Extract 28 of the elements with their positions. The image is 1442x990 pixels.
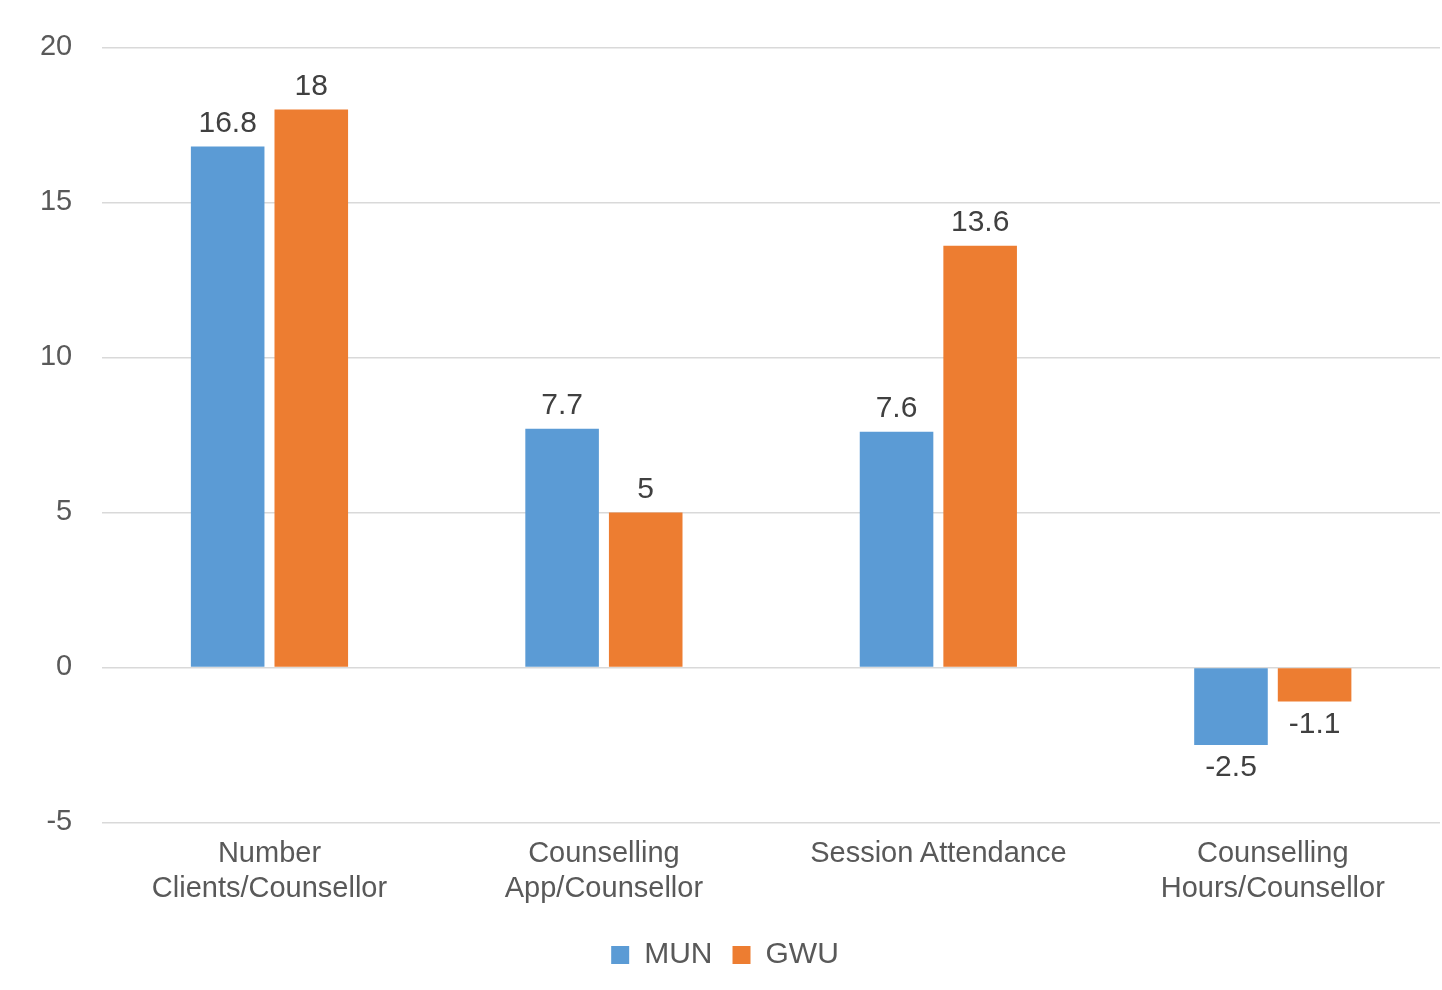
y-tick-label: 15 bbox=[39, 184, 73, 217]
data-label: 7.6 bbox=[875, 390, 918, 424]
data-label: 13.6 bbox=[950, 204, 1010, 238]
data-label: 7.7 bbox=[541, 386, 583, 420]
bar bbox=[1277, 668, 1352, 702]
y-tick-label: 10 bbox=[39, 339, 73, 372]
data-label: -2.5 bbox=[1205, 749, 1257, 783]
x-tick-label: Counselling App/Counsellor bbox=[504, 835, 704, 903]
y-tick-label: 0 bbox=[56, 649, 73, 682]
bar bbox=[525, 428, 599, 667]
legend-label: MUN bbox=[644, 936, 713, 970]
y-tick-label: -5 bbox=[46, 804, 73, 837]
bar bbox=[190, 146, 265, 667]
y-tick-label: 5 bbox=[56, 494, 73, 527]
x-tick-label: Session Attendance bbox=[810, 835, 1067, 868]
legend-label: GWU bbox=[765, 936, 839, 970]
bar bbox=[859, 431, 934, 667]
data-label: 5 bbox=[637, 470, 655, 504]
bar bbox=[1194, 668, 1268, 745]
data-label: 16.8 bbox=[198, 104, 257, 138]
bar bbox=[608, 512, 683, 667]
x-tick-label: Counselling Hours/Counsellor bbox=[1160, 835, 1386, 903]
data-label: -1.1 bbox=[1288, 705, 1341, 739]
bar bbox=[274, 109, 349, 667]
data-label: 18 bbox=[294, 67, 328, 101]
bar bbox=[943, 245, 1017, 667]
x-tick-label: Number Clients/Counsellor bbox=[151, 835, 388, 903]
y-tick-label: 20 bbox=[39, 29, 73, 62]
